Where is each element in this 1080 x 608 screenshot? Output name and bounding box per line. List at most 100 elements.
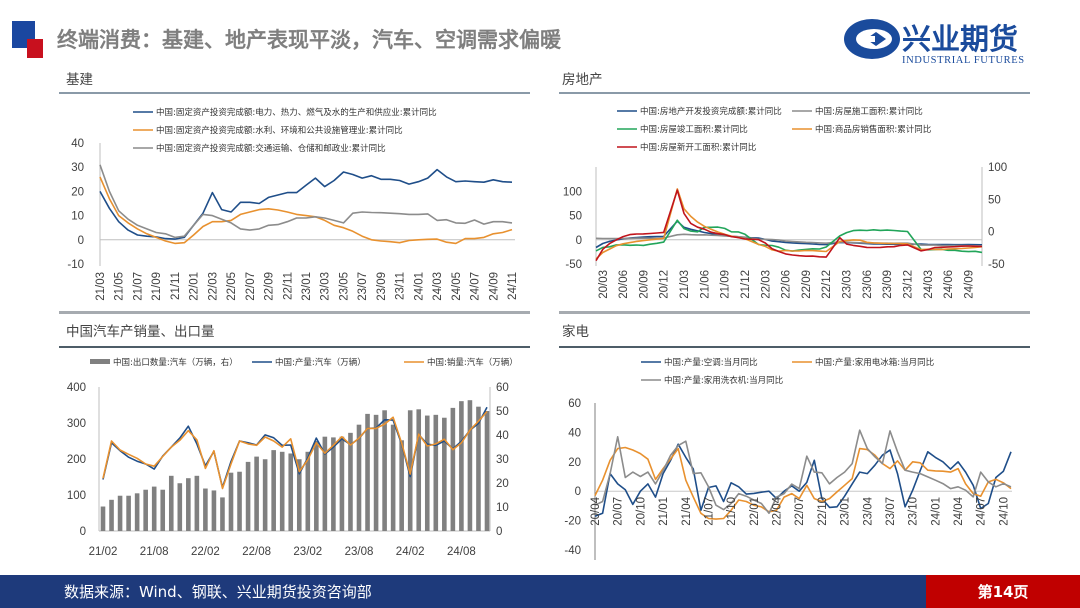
logo-english: INDUSTRIAL FUTURES <box>902 55 1025 66</box>
export-bar <box>433 414 439 531</box>
x-tick-label: 23/09 <box>376 272 388 301</box>
x-tick-label: 20/04 <box>590 496 602 525</box>
export-bar <box>237 471 242 531</box>
x-tick-label: 22/07 <box>794 497 806 526</box>
export-bar <box>271 450 276 531</box>
x-tick-label: 24/10 <box>998 497 1010 526</box>
right-y-tick-label: 10 <box>496 502 509 514</box>
x-tick-label: 20/10 <box>635 497 647 526</box>
right-y-tick-label: 40 <box>496 430 509 442</box>
export-bar <box>339 436 345 531</box>
right-y-tick-label: 60 <box>496 382 509 394</box>
series-line-2 <box>99 164 513 239</box>
export-bar <box>211 490 217 531</box>
x-tick-label: 22/03 <box>207 272 219 301</box>
export-bar <box>331 437 336 531</box>
y-tick-label: 10 <box>71 211 84 223</box>
x-tick-label: 21/10 <box>726 497 738 526</box>
series-line-2 <box>594 429 1012 515</box>
x-tick-label: 23/06 <box>862 270 874 299</box>
export-bar <box>228 472 234 531</box>
y-tick-label: 60 <box>568 398 581 410</box>
x-tick-label: 22/02 <box>191 546 220 558</box>
right-y-tick-label: 50 <box>496 406 509 418</box>
y-tick-label: 20 <box>568 457 581 469</box>
data-source: 数据来源：Wind、钢联、兴业期货投资咨询部 <box>64 583 372 601</box>
x-tick-label: 20/09 <box>638 270 650 299</box>
x-tick-label: 21/02 <box>89 546 118 558</box>
legend-item: 中国:房地产开发投资完成额:累计同比 <box>640 106 782 117</box>
x-tick-label: 21/04 <box>681 496 693 525</box>
series-line-2 <box>102 410 488 490</box>
right-y-tick-label: -50 <box>988 259 1005 271</box>
x-tick-label: 23/03 <box>320 272 332 301</box>
export-bar <box>262 459 268 531</box>
export-bar <box>296 459 302 531</box>
export-bar <box>134 493 140 531</box>
x-tick-label: 21/11 <box>170 272 182 300</box>
x-tick-label: 24/08 <box>447 546 476 558</box>
export-bar <box>143 489 148 531</box>
export-bar <box>467 400 473 531</box>
x-tick-label: 21/01 <box>658 497 670 526</box>
y-tick-label: -20 <box>564 516 581 528</box>
y-tick-label: -40 <box>564 545 581 557</box>
panel-title-real-estate: 房地产 <box>562 72 603 88</box>
export-bar <box>126 495 131 531</box>
export-bar <box>245 461 251 531</box>
export-bar <box>117 495 123 531</box>
y-tick-label: 20 <box>71 186 84 198</box>
left-y-tick-label: 0 <box>80 526 86 538</box>
series-line-3 <box>595 188 983 260</box>
export-bar <box>177 483 183 531</box>
right-y-tick-label: 50 <box>988 194 1001 206</box>
legend-item: 中国:产量:家用电冰箱:当月同比 <box>815 357 934 368</box>
y-tick-label: 0 <box>78 235 84 247</box>
y-tick-label: 40 <box>71 138 84 150</box>
x-tick-label: 22/01 <box>189 272 201 301</box>
export-bar <box>186 478 191 531</box>
export-bar <box>305 451 311 531</box>
series-line-1 <box>99 176 513 245</box>
x-tick-label: 22/06 <box>781 270 793 299</box>
left-y-tick-label: 200 <box>67 454 86 466</box>
export-bar <box>399 440 404 531</box>
export-bar <box>279 451 285 531</box>
x-tick-label: 23/07 <box>885 497 897 526</box>
page-number: 第14页 <box>978 583 1029 601</box>
export-bar <box>194 475 200 531</box>
divider <box>59 346 530 348</box>
export-bar <box>160 489 166 531</box>
export-bar <box>365 413 370 531</box>
left-y-tick-label: 400 <box>67 382 86 394</box>
x-tick-label: 21/08 <box>140 546 169 558</box>
x-tick-label: 23/08 <box>345 546 374 558</box>
divider <box>59 311 530 314</box>
x-tick-label: 21/09 <box>151 272 163 301</box>
company-logo: 兴业期货 INDUSTRIAL FUTURES <box>844 19 1025 66</box>
panel-title-appliances: 家电 <box>562 323 589 340</box>
legend-item: 中国:固定资产投资完成额:水利、环境和公共设施管理业:累计同比 <box>156 125 403 136</box>
legend-swatch <box>90 359 110 364</box>
y-tick-label: 30 <box>71 162 84 174</box>
export-bar <box>288 453 294 531</box>
x-tick-label: 24/05 <box>451 272 463 301</box>
legend-item: 中国:出口数量:汽车（万辆，右） <box>113 357 238 368</box>
right-y-tick-label: 0 <box>496 526 502 538</box>
x-tick-label: 22/08 <box>242 546 271 558</box>
x-tick-label: 23/09 <box>882 270 894 299</box>
export-bar <box>314 441 319 531</box>
chart-real-estate: 100 50 0 -50 100 50 0 -50 20/03 20/06 20/09 20/12 21… <box>563 106 1007 299</box>
legend-item: 中国:固定资产投资完成额:交通运输、仓储和邮政业:累计同比 <box>156 143 386 154</box>
x-tick-label: 22/09 <box>801 270 813 299</box>
x-tick-label: 21/06 <box>699 270 711 299</box>
x-tick-label: 21/12 <box>740 270 752 299</box>
series-line-0 <box>99 168 513 240</box>
x-tick-label: 21/07 <box>132 272 144 301</box>
export-bar <box>459 401 464 531</box>
export-bar <box>348 432 353 531</box>
x-tick-label: 23/05 <box>338 272 350 301</box>
x-tick-label: 23/10 <box>908 497 920 526</box>
x-tick-label: 23/01 <box>840 497 852 526</box>
